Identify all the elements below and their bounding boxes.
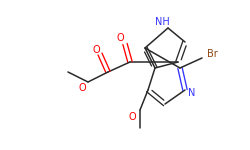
Text: O: O [128, 112, 136, 122]
Text: Br: Br [206, 49, 218, 59]
Text: N: N [188, 88, 196, 98]
Text: O: O [116, 33, 124, 43]
Text: NH: NH [154, 17, 170, 27]
Text: O: O [78, 83, 86, 93]
Text: O: O [92, 45, 100, 55]
